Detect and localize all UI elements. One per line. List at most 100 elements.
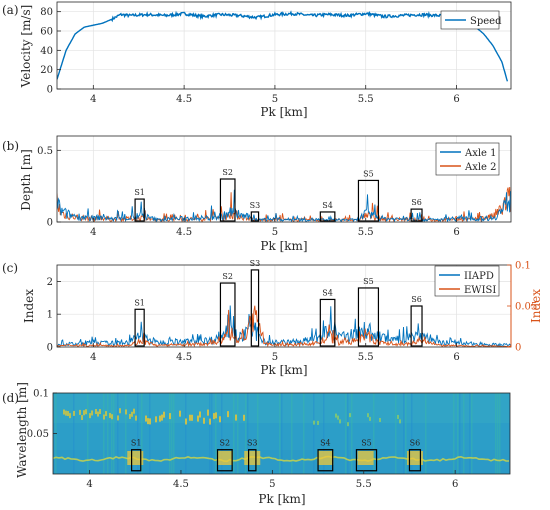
x-tick-label: 5	[269, 479, 275, 490]
region-box	[250, 211, 260, 222]
panel-c-ylabel: Index	[22, 289, 36, 323]
heatmap-hotspot	[79, 409, 81, 415]
region-label: S1	[134, 188, 145, 197]
heatmap-hotspot	[243, 414, 245, 421]
heatmap-hotspot	[313, 420, 315, 425]
region-box	[319, 298, 336, 347]
heatmap-hotspot	[335, 413, 337, 418]
heatmap-column	[497, 393, 499, 474]
x-tick-label: 4.5	[176, 94, 192, 105]
region-box	[219, 282, 236, 347]
heatmap-column	[457, 393, 459, 474]
heatmap-column	[221, 393, 223, 474]
heatmap-band	[53, 456, 510, 459]
heatmap-hotspot	[105, 411, 107, 417]
heatmap-column	[347, 393, 349, 474]
legend-speed: Speed	[470, 16, 502, 27]
heatmap-band	[53, 426, 510, 429]
heatmap-hotspot	[103, 414, 105, 420]
heatmap-hotspot	[111, 414, 113, 420]
region-box	[219, 178, 236, 222]
heatmap-hotspot	[65, 410, 67, 416]
panel-a-xticks: 4 4.5 5 5.5 6	[90, 85, 460, 105]
region-box	[357, 179, 380, 222]
x-tick-label: 4.5	[176, 352, 192, 363]
heatmap-hotspot	[85, 409, 87, 415]
heatmap-hotspot	[347, 422, 349, 427]
panel-a-legend: Speed	[440, 10, 502, 30]
heatmap-hotspot	[133, 408, 135, 414]
heatmap-hotspot	[317, 420, 319, 425]
heatmap-hotspot	[379, 417, 381, 422]
heatmap-column	[509, 393, 510, 474]
panel-b-xlabel: Pk [km]	[260, 239, 307, 253]
region-box	[134, 198, 145, 222]
panel-c-xticks: 4 4.5 5 5.5 6	[90, 343, 460, 363]
heatmap-column	[237, 393, 239, 474]
series-axle-1	[57, 189, 511, 222]
heatmap-column	[73, 393, 75, 474]
region-label: S3	[250, 259, 261, 268]
x-tick-label: 4.5	[176, 227, 192, 238]
heatmap-hotspot	[349, 413, 351, 418]
region-label: S1	[134, 298, 145, 307]
heatmap-column	[469, 393, 471, 474]
heatmap-hotspot	[147, 418, 149, 425]
heatmap-column	[281, 393, 283, 474]
heatmap-hotspot	[89, 413, 91, 419]
heatmap-hotspot	[337, 415, 339, 420]
x-tick-label: 5.5	[356, 479, 372, 490]
heatmap-column	[257, 393, 259, 474]
heatmap-column	[351, 393, 353, 474]
panel-c-regions: S1 S2 S3 S4 S5 S6	[134, 259, 423, 347]
heatmap-hotspot	[203, 417, 205, 424]
heatmap-hotspot	[81, 415, 83, 421]
heatmap-column	[125, 393, 127, 474]
heatmap-column	[111, 393, 113, 474]
heatmap-band	[53, 417, 510, 420]
heatmap-band	[53, 441, 510, 444]
panel-c-ylabel-right: Index	[529, 289, 543, 323]
heatmap-column	[313, 393, 315, 474]
panel-a-label: (a)	[2, 3, 19, 17]
y-tick-label: 40	[40, 46, 53, 57]
heatmap-band	[53, 438, 510, 441]
heatmap-column	[117, 393, 119, 474]
panel-a-lines	[57, 10, 509, 82]
panel-b-yticks: 00.5	[37, 146, 61, 229]
heatmap-hotspot	[207, 409, 209, 416]
region-label: S5	[363, 277, 374, 286]
panel-c-legend: IIAPD EWISI	[434, 265, 500, 297]
heatmap-band	[53, 450, 510, 453]
region-label: S6	[410, 439, 421, 448]
heatmap-band	[53, 396, 510, 399]
y-tick-label: 0.05	[27, 429, 49, 440]
y-tick-label: 0.5	[37, 146, 53, 157]
panel-a: (a) 4 4.5 5 5.5 6 0 20 40 60 80 Pk [km] Velocity…	[2, 1, 512, 119]
heatmap-column	[137, 393, 139, 474]
heatmap-column	[303, 393, 305, 474]
panel-d-xticks: 4 4.5 5 5.5 6	[86, 470, 458, 490]
heatmap-hotspot	[397, 414, 399, 419]
heatmap-hotspot	[219, 416, 221, 423]
heatmap-hotspot	[135, 415, 137, 421]
panel-a-xlabel: Pk [km]	[260, 105, 307, 119]
region-label: S3	[250, 201, 261, 210]
panel-b-xticks: 4 4.5 5 5.5 6	[90, 218, 460, 238]
x-tick-label: 5	[272, 352, 278, 363]
heatmap-hotspot	[149, 418, 151, 425]
x-tick-label: 6	[452, 479, 458, 490]
heatmap-hotspot	[179, 410, 181, 417]
heatmap-band	[53, 423, 510, 426]
region-label: S1	[131, 439, 142, 448]
legend-ewisi: EWISI	[464, 285, 496, 296]
region-label: S2	[222, 272, 233, 281]
heatmap-column	[185, 393, 187, 474]
y-tick-label: 60	[40, 27, 53, 38]
panel-d-label: (d)	[2, 391, 19, 405]
x-tick-label: 5.5	[358, 227, 374, 238]
region-box	[357, 287, 380, 347]
region-box	[408, 449, 422, 472]
